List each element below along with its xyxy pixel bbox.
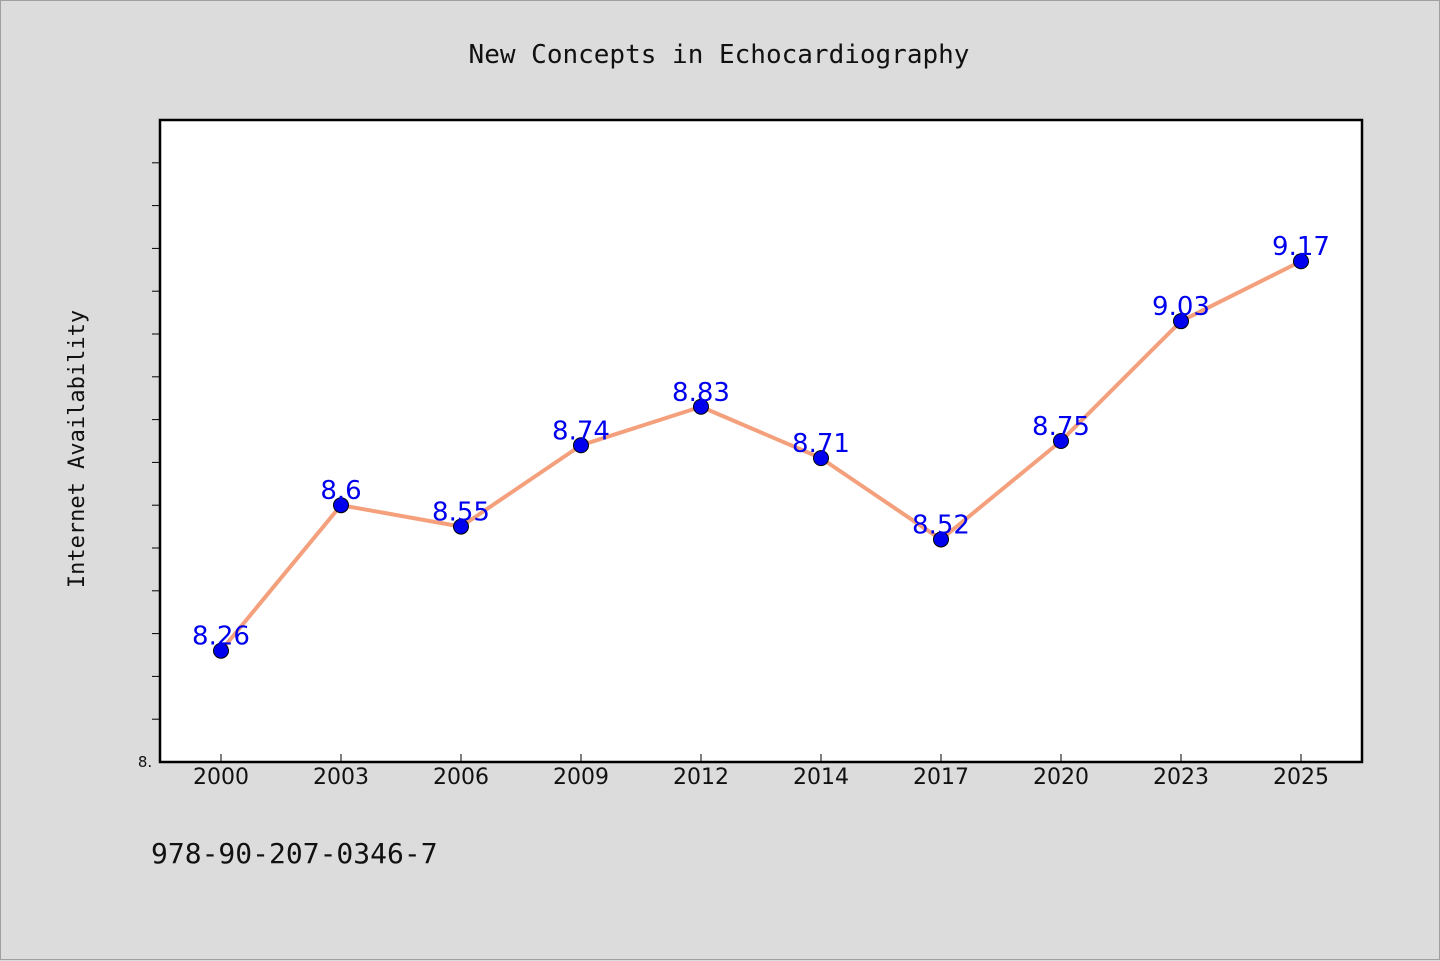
x-tick-label: 2003 xyxy=(313,765,369,790)
x-tick-label: 2025 xyxy=(1273,765,1329,790)
chart-title: New Concepts in Echocardiography xyxy=(469,40,970,70)
data-label: 8.6 xyxy=(320,476,361,506)
x-tick-label: 2017 xyxy=(913,765,969,790)
data-point xyxy=(1173,313,1189,330)
x-tick-label: 2023 xyxy=(1153,765,1209,790)
data-label: 8.74 xyxy=(552,416,610,446)
data-point xyxy=(213,642,229,659)
x-tick-label: 2014 xyxy=(793,765,849,790)
data-point xyxy=(933,531,949,548)
data-point xyxy=(813,450,829,467)
data-label: 8.75 xyxy=(1032,412,1090,442)
data-label: 8.83 xyxy=(672,378,730,408)
plot-area xyxy=(158,118,1364,764)
data-label: 8.52 xyxy=(912,510,970,540)
x-axis-ticks: 2000 2003 2006 2009 2012 2014 2017 2020 2023 2025 xyxy=(193,754,1329,790)
x-tick-label: 2012 xyxy=(673,765,729,790)
data-label: 8.55 xyxy=(432,498,490,528)
y-axis-label: Internet Availability xyxy=(65,310,90,588)
data-label: 9.03 xyxy=(1152,292,1210,322)
data-point xyxy=(333,497,349,514)
data-point xyxy=(693,398,709,415)
data-label: 9.17 xyxy=(1272,232,1330,262)
x-tick-label: 2000 xyxy=(193,765,249,790)
x-tick-label: 2009 xyxy=(553,765,609,790)
data-point xyxy=(1053,433,1069,449)
data-label-group: 8.26 8.6 8.55 8.74 8.83 8.71 8.52 8.75 9.03 9.17 xyxy=(192,232,1330,651)
data-label: 8.26 xyxy=(192,622,250,652)
y-tick-label: 8. xyxy=(138,753,152,771)
y-axis-ticks xyxy=(152,162,160,720)
data-label: 8.71 xyxy=(792,429,850,459)
series-line xyxy=(219,259,1303,653)
data-point xyxy=(1293,253,1309,270)
data-point xyxy=(453,518,469,535)
isbn-footer: 978-90-207-0346-7 xyxy=(151,837,438,870)
data-point xyxy=(573,437,589,454)
x-tick-label: 2006 xyxy=(433,765,489,790)
series-line-group xyxy=(219,259,1303,653)
x-tick-label: 2020 xyxy=(1033,765,1089,790)
marker-group xyxy=(213,253,1309,659)
